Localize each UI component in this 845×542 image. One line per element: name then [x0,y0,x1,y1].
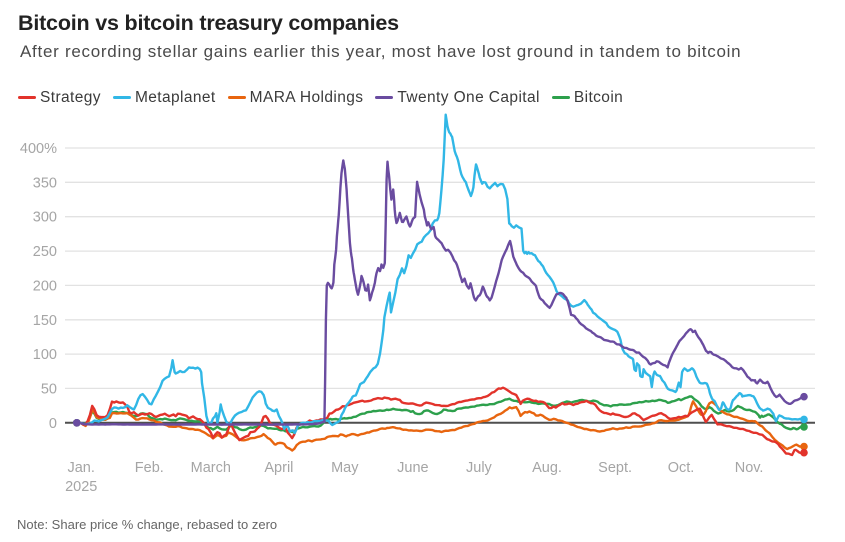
svg-text:2025: 2025 [65,479,97,495]
svg-text:Sept.: Sept. [598,460,632,476]
svg-text:0: 0 [49,416,57,432]
svg-text:250: 250 [33,244,57,260]
svg-text:Oct.: Oct. [668,460,695,476]
svg-text:March: March [191,460,231,476]
svg-text:June: June [397,460,428,476]
svg-text:Nov.: Nov. [735,460,764,476]
svg-text:100: 100 [33,347,57,363]
svg-text:350: 350 [33,175,57,191]
svg-text:400%: 400% [20,141,57,157]
svg-text:July: July [466,460,493,476]
svg-text:150: 150 [33,313,57,329]
svg-text:Jan.: Jan. [67,460,94,476]
svg-text:May: May [331,460,359,476]
svg-text:300: 300 [33,210,57,226]
svg-text:200: 200 [33,278,57,294]
svg-text:50: 50 [41,381,57,397]
svg-text:Feb.: Feb. [135,460,164,476]
svg-text:Aug.: Aug. [532,460,562,476]
svg-text:April: April [264,460,293,476]
